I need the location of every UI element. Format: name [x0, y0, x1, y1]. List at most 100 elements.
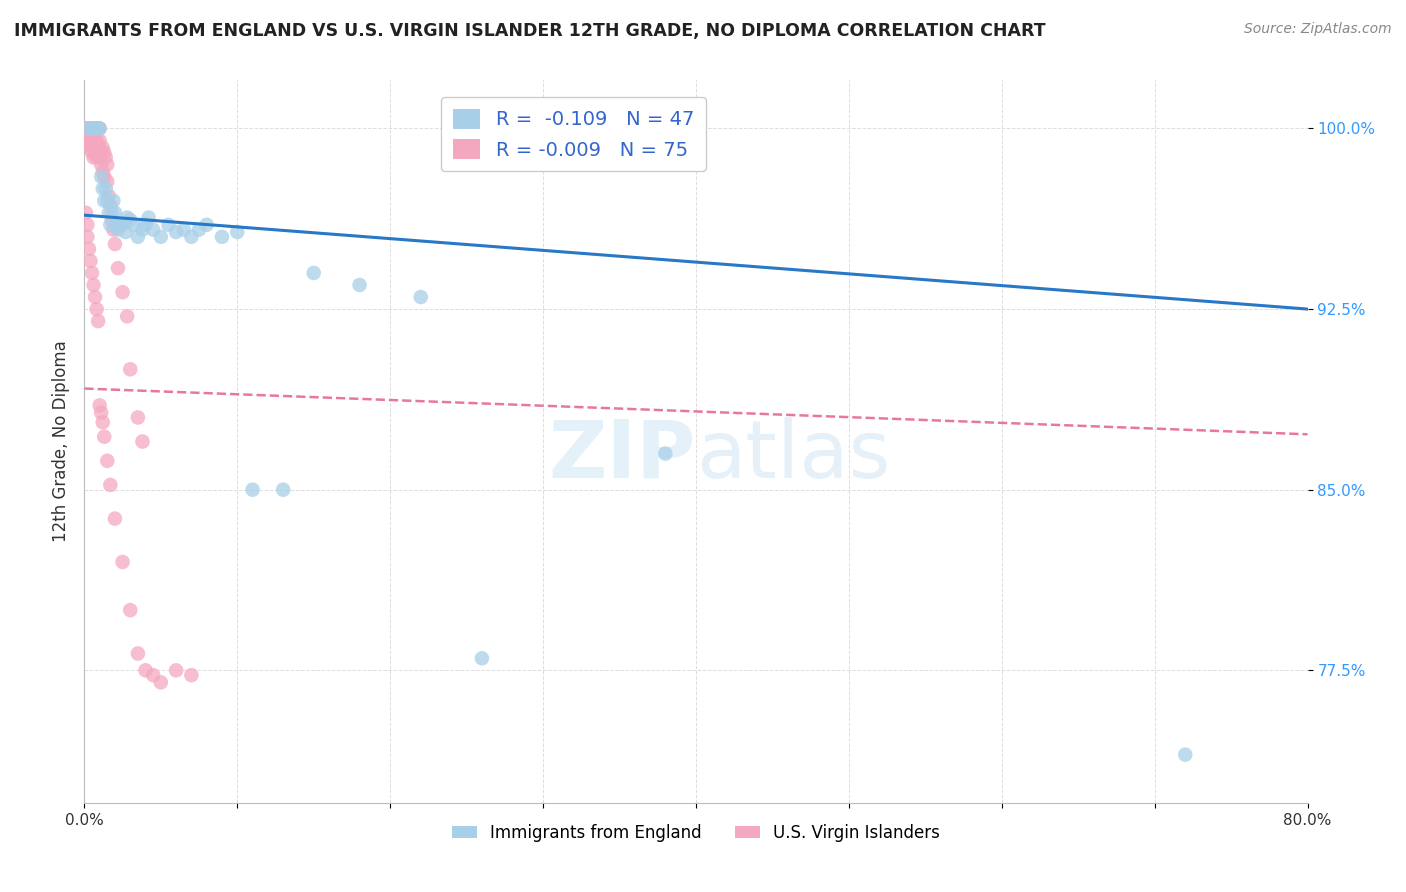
Point: [105, 218, 128, 232]
Point: [122, 218, 145, 232]
Point: [188, 222, 211, 236]
Point: [115, 310, 138, 324]
Point: [271, 483, 294, 497]
Point: [84, 145, 107, 160]
Point: [79, 126, 101, 140]
Point: [84, 133, 107, 147]
Point: [77, 141, 100, 155]
Point: [93, 430, 115, 444]
Point: [165, 664, 187, 678]
Point: [76, 218, 98, 232]
Point: [142, 668, 165, 682]
Point: [89, 133, 111, 147]
Point: [87, 121, 110, 136]
Point: [135, 218, 157, 232]
Point: [654, 447, 676, 461]
Point: [180, 668, 202, 682]
Point: [96, 158, 118, 172]
Point: [91, 165, 114, 179]
Point: [86, 150, 108, 164]
Point: [77, 133, 100, 147]
Point: [127, 410, 149, 425]
Point: [76, 230, 98, 244]
Point: [93, 169, 115, 184]
Point: [90, 145, 112, 160]
Point: [103, 222, 125, 236]
Point: [75, 205, 97, 219]
Point: [83, 277, 105, 292]
Point: [83, 121, 105, 136]
Point: [135, 664, 157, 678]
Point: [157, 218, 180, 232]
Point: [86, 302, 108, 317]
Point: [120, 603, 142, 617]
Point: [79, 121, 101, 136]
Point: [94, 150, 117, 164]
Point: [84, 121, 107, 136]
Point: [90, 406, 112, 420]
Text: Source: ZipAtlas.com: Source: ZipAtlas.com: [1244, 22, 1392, 37]
Point: [79, 254, 101, 268]
Point: [80, 266, 103, 280]
Point: [131, 222, 153, 236]
Text: ZIP: ZIP: [548, 417, 696, 495]
Point: [104, 237, 127, 252]
Point: [77, 121, 100, 136]
Point: [98, 218, 121, 232]
Point: [86, 133, 108, 147]
Point: [94, 182, 117, 196]
Point: [89, 398, 111, 412]
Point: [93, 145, 115, 160]
Point: [114, 225, 136, 239]
Text: atlas: atlas: [696, 417, 890, 495]
Point: [89, 121, 111, 136]
Point: [83, 138, 105, 153]
Point: [111, 555, 134, 569]
Point: [80, 138, 103, 153]
Point: [180, 230, 202, 244]
Point: [91, 182, 114, 196]
Point: [90, 169, 112, 184]
Point: [471, 651, 494, 665]
Point: [89, 121, 111, 136]
Point: [89, 150, 111, 164]
Point: [83, 128, 105, 143]
Point: [79, 138, 101, 153]
Point: [409, 290, 432, 304]
Point: [87, 314, 110, 328]
Point: [77, 126, 100, 140]
Point: [97, 189, 120, 203]
Point: [1174, 747, 1197, 762]
Point: [75, 121, 97, 136]
Point: [77, 121, 100, 136]
Point: [80, 121, 103, 136]
Point: [138, 211, 160, 225]
Point: [80, 128, 103, 143]
Point: [349, 277, 371, 292]
Point: [83, 150, 105, 164]
Point: [242, 483, 264, 497]
Point: [120, 213, 142, 227]
Point: [165, 225, 187, 239]
Point: [226, 225, 249, 239]
Point: [131, 434, 153, 449]
Point: [84, 290, 107, 304]
Point: [98, 198, 121, 212]
Point: [111, 218, 134, 232]
Point: [86, 121, 108, 136]
Point: [83, 121, 105, 136]
Point: [195, 218, 218, 232]
Point: [97, 205, 120, 219]
Point: [120, 362, 142, 376]
Point: [127, 647, 149, 661]
Point: [87, 138, 110, 153]
Y-axis label: 12th Grade, No Diploma: 12th Grade, No Diploma: [52, 341, 70, 542]
Point: [96, 454, 118, 468]
Point: [302, 266, 325, 280]
Point: [80, 145, 103, 160]
Point: [108, 218, 131, 232]
Point: [107, 261, 129, 276]
Point: [103, 194, 125, 208]
Point: [90, 158, 112, 172]
Point: [149, 230, 172, 244]
